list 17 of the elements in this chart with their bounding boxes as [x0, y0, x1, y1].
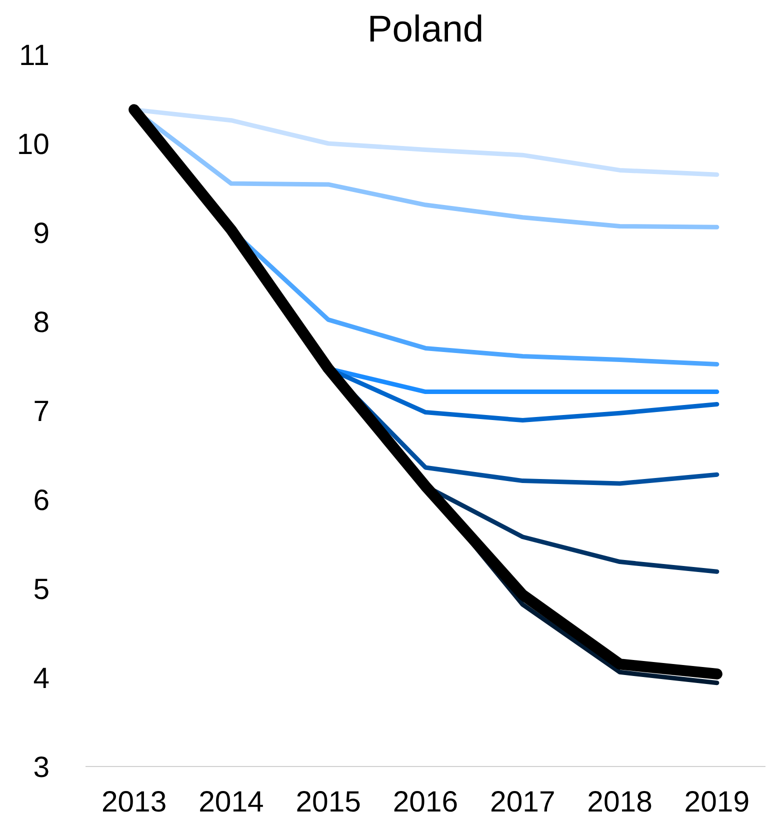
x-tick-label: 2019 [684, 786, 750, 818]
x-tick-label: 2018 [587, 786, 652, 818]
y-tick-label: 11 [19, 39, 50, 72]
y-tick-label: 7 [33, 395, 50, 428]
x-tick-label: 2015 [296, 786, 361, 818]
y-tick-label: 4 [33, 662, 50, 695]
x-tick-label: 2016 [392, 786, 458, 818]
x-tick-label: 2014 [198, 786, 264, 818]
y-tick-label: 6 [33, 484, 50, 517]
y-tick-label: 8 [33, 306, 50, 339]
x-tick-label: 2017 [490, 786, 556, 818]
x-tick-label: 2013 [101, 786, 167, 818]
chart-title: Poland [367, 8, 484, 50]
y-tick-label: 9 [33, 217, 50, 250]
y-tick-label: 10 [16, 128, 50, 161]
y-tick-label: 3 [33, 751, 50, 784]
y-tick-label: 5 [33, 573, 50, 606]
